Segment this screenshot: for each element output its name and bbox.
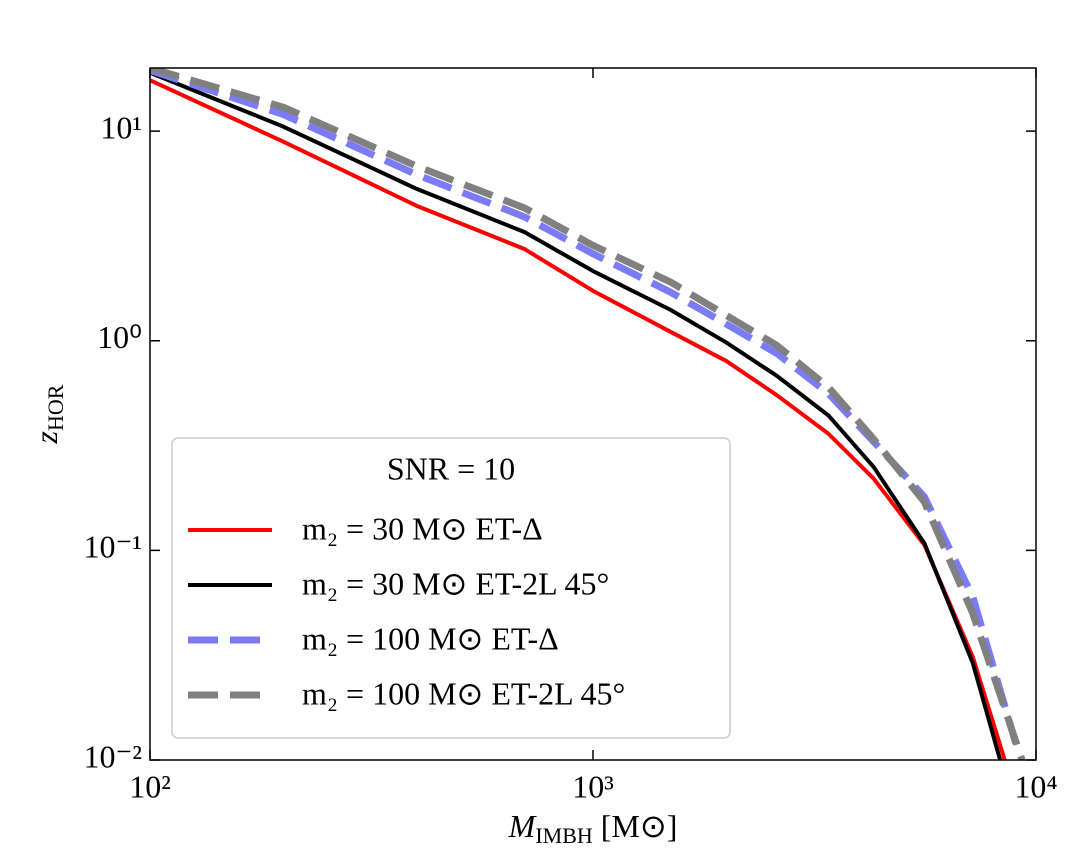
plot-area — [150, 68, 1026, 760]
x-tick-label: 10⁴ — [1014, 768, 1057, 804]
y-tick-label: 10⁻¹ — [84, 529, 142, 565]
y-tick-label: 10¹ — [100, 109, 142, 145]
legend-label: m₂ = 100 M⊙ ET-Δ — [302, 620, 559, 656]
y-axis-label: zHOR — [28, 384, 68, 444]
legend-title: SNR = 10 — [387, 450, 515, 486]
y-tick-label: 10⁰ — [97, 319, 142, 355]
y-tick-label: 10⁻² — [84, 738, 142, 774]
legend-label: m₂ = 30 M⊙ ET-2L 45° — [302, 565, 609, 601]
x-tick-label: 10³ — [572, 768, 614, 804]
series-line — [150, 70, 1003, 760]
legend-label: m₂ = 100 M⊙ ET-2L 45° — [302, 675, 625, 711]
legend-label: m₂ = 30 M⊙ ET-Δ — [302, 510, 543, 546]
legend-box — [171, 437, 731, 739]
x-axis-label: MIMBH [M⊙] — [508, 808, 678, 848]
series-line — [150, 68, 1026, 760]
x-tick-label: 10² — [129, 768, 171, 804]
